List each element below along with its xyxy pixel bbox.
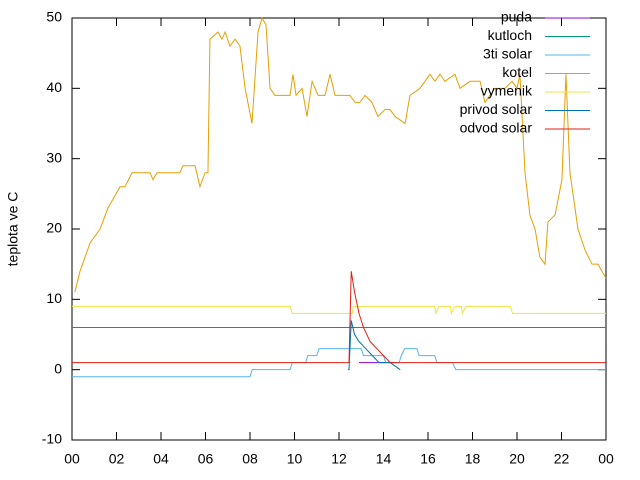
- legend-label: puda: [501, 9, 532, 25]
- y-tick-label: 20: [46, 220, 62, 236]
- y-tick-label: 50: [46, 9, 62, 25]
- y-tick-label: 30: [46, 149, 62, 165]
- series-line: [347, 320, 401, 371]
- legend-label: kotel: [502, 64, 532, 80]
- x-tick-label: 12: [331, 451, 347, 467]
- legend-label: kutloch: [488, 27, 532, 43]
- x-tick-label: 20: [509, 451, 525, 467]
- series-line: [74, 16, 607, 293]
- y-tick-label: 0: [54, 360, 62, 376]
- series-line: [72, 271, 606, 364]
- x-tick-label: 16: [420, 451, 436, 467]
- plot-border: [71, 17, 607, 441]
- x-tick-label: 00: [64, 451, 80, 467]
- series-line: [72, 305, 606, 316]
- x-tick-label: 18: [465, 451, 481, 467]
- y-tick-label: 10: [46, 290, 62, 306]
- y-tick-label: -10: [42, 431, 62, 447]
- legend-label: privod solar: [460, 101, 533, 117]
- legend-label: 3ti solar: [483, 46, 532, 62]
- x-tick-label: 08: [242, 451, 258, 467]
- y-axis-label: teplota ve C: [5, 192, 21, 267]
- x-tick-label: 10: [287, 451, 303, 467]
- x-tick-label: 00: [598, 451, 614, 467]
- x-tick-label: 04: [153, 451, 169, 467]
- x-tick-label: 22: [554, 451, 570, 467]
- legend-label: vymenik: [481, 83, 533, 99]
- x-tick-label: 06: [198, 451, 214, 467]
- legend-label: odvod solar: [460, 120, 533, 136]
- x-tick-label: 14: [376, 451, 392, 467]
- x-tick-label: 02: [109, 451, 125, 467]
- y-tick-label: 40: [46, 79, 62, 95]
